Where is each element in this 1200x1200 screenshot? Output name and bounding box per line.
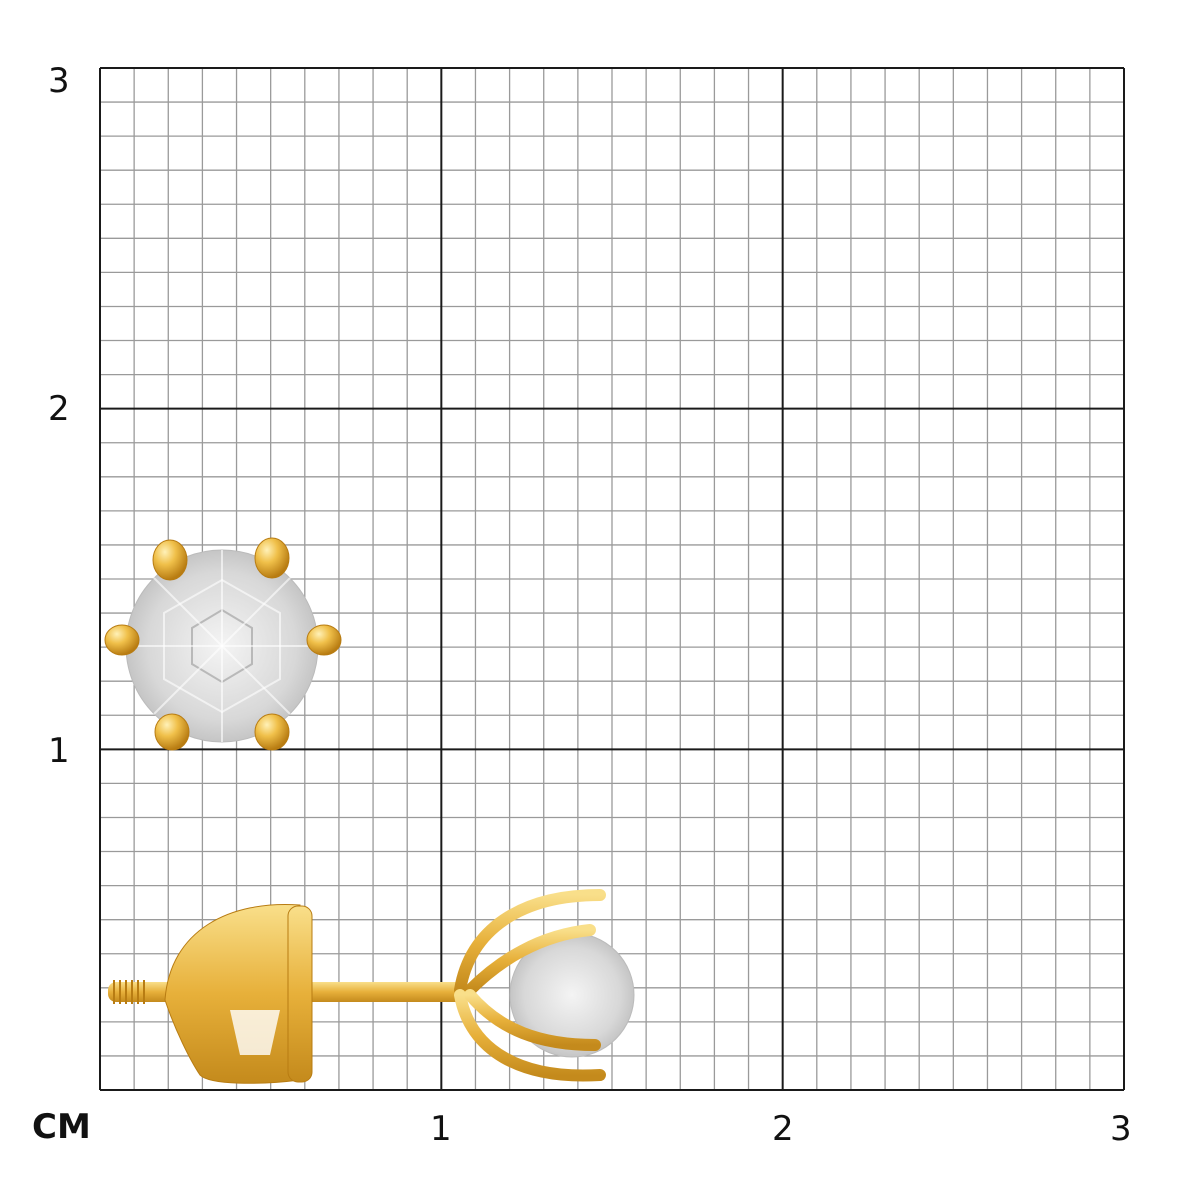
earring-side-view (108, 889, 635, 1084)
screw-thread (113, 980, 145, 1004)
measurement-grid (99, 67, 1125, 1091)
unit-label: СМ (32, 1107, 91, 1147)
y-tick-1: 1 (48, 731, 70, 771)
earring-top-view (104, 537, 342, 751)
gemstone-facets (126, 550, 318, 742)
y-tick-3: 3 (48, 61, 70, 101)
x-tick-3: 3 (1110, 1109, 1132, 1149)
prong-basket (454, 889, 606, 1082)
x-tick-1: 1 (430, 1109, 452, 1149)
y-tick-2: 2 (48, 389, 70, 429)
prongs (104, 537, 342, 751)
x-tick-2: 2 (772, 1109, 794, 1149)
